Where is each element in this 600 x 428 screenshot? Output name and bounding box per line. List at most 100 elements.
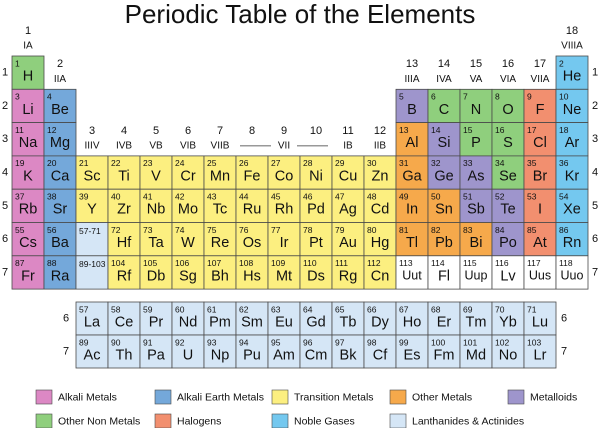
element-symbol: Tm <box>466 314 487 330</box>
element-symbol: Md <box>466 347 486 363</box>
legend-swatch <box>35 413 53 428</box>
element-cell <box>331 334 365 369</box>
element-symbol: H <box>23 68 33 84</box>
element-symbol: Bi <box>470 235 483 251</box>
element-symbol: K <box>23 168 33 184</box>
element-symbol: Dy <box>371 314 389 330</box>
atomic-number: 40 <box>111 191 121 201</box>
atomic-number: 79 <box>335 225 345 235</box>
group-number: 2 <box>57 58 63 70</box>
element-symbol: F <box>536 102 545 118</box>
atomic-number: 42 <box>175 191 185 201</box>
element-cell <box>555 155 589 190</box>
atomic-number: 83 <box>463 225 473 235</box>
element-symbol: Os <box>243 235 262 251</box>
atomic-number: 4 <box>47 92 52 102</box>
element-symbol: Cd <box>371 202 390 218</box>
element-symbol: In <box>406 202 418 218</box>
group-roman: IVA <box>436 74 452 85</box>
group-number: 18 <box>566 25 578 37</box>
atomic-number: 67 <box>399 304 409 314</box>
period-label: 7 <box>561 345 567 357</box>
atomic-number: 49 <box>399 191 409 201</box>
group-roman: IIIA <box>404 74 419 85</box>
atomic-number: 6 <box>431 92 436 102</box>
element-symbol: Rh <box>275 202 294 218</box>
atomic-number: 56 <box>47 225 57 235</box>
atomic-number: 65 <box>335 304 345 314</box>
element-symbol: Zr <box>117 202 131 218</box>
atomic-number: 51 <box>463 191 473 201</box>
atomic-number: 101 <box>463 337 477 347</box>
element-cell <box>555 188 589 223</box>
element-symbol: Po <box>499 235 517 251</box>
element-symbol: O <box>502 102 513 118</box>
atomic-number: 105 <box>143 258 157 268</box>
atomic-number: 60 <box>175 304 185 314</box>
atomic-number: 87 <box>15 258 25 268</box>
atomic-number: 92 <box>175 337 185 347</box>
legend-swatch <box>154 413 172 428</box>
period-label: 2 <box>2 100 8 112</box>
element-symbol: S <box>503 135 513 151</box>
legend-label: Noble Gases <box>294 415 355 427</box>
period-label: 1 <box>592 67 598 79</box>
element-cell <box>555 122 589 157</box>
element-symbol: Li <box>22 102 33 118</box>
atomic-number: 39 <box>79 191 89 201</box>
atomic-number: 107 <box>207 258 221 268</box>
element-symbol: Np <box>211 347 230 363</box>
element-cell <box>523 122 557 157</box>
atomic-number: 109 <box>271 258 285 268</box>
element-cell <box>75 155 109 190</box>
element-symbol: Fe <box>244 168 261 184</box>
atomic-number: 96 <box>303 337 313 347</box>
group-number: 5 <box>153 125 159 137</box>
atomic-number: 7 <box>463 92 468 102</box>
element-symbol: Cr <box>180 168 195 184</box>
title: Periodic Table of the Elements <box>125 0 476 29</box>
legend-swatch <box>35 389 53 405</box>
atomic-number: 20 <box>47 158 57 168</box>
element-cell <box>491 222 525 257</box>
atomic-number: 111 <box>335 258 348 268</box>
legend-swatch <box>507 389 525 405</box>
group-number: 13 <box>406 58 418 70</box>
atomic-number: 115 <box>463 258 477 268</box>
atomic-number: 44 <box>239 191 249 201</box>
element-symbol: B <box>407 102 417 118</box>
element-cell <box>395 222 429 257</box>
legend-label: Other Metals <box>412 391 472 403</box>
element-cell <box>235 301 269 336</box>
element-symbol: Es <box>404 347 421 363</box>
atomic-number: 117 <box>527 258 541 268</box>
atomic-number: 81 <box>399 225 409 235</box>
element-symbol: Al <box>406 135 419 151</box>
atomic-number: 14 <box>431 125 441 135</box>
element-cell <box>363 255 397 290</box>
element-symbol: Uup <box>465 269 488 283</box>
atomic-number: 78 <box>303 225 313 235</box>
element-cell <box>427 88 461 124</box>
element-cell <box>299 255 333 290</box>
element-symbol: N <box>471 102 481 118</box>
element-symbol: Db <box>147 268 166 284</box>
element-symbol: No <box>499 347 518 363</box>
element-cell <box>43 155 77 190</box>
atomic-number: 74 <box>175 225 185 235</box>
element-cell <box>139 155 173 190</box>
element-symbol: Ds <box>307 268 325 284</box>
element-cell <box>43 88 77 124</box>
atomic-number: 27 <box>271 158 281 168</box>
atomic-number: 94 <box>239 337 249 347</box>
atomic-number: 32 <box>431 158 441 168</box>
element-symbol: Nd <box>179 314 198 330</box>
atomic-number: 99 <box>399 337 409 347</box>
atomic-number: 113 <box>399 258 413 268</box>
element-cell <box>395 334 429 369</box>
element-symbol: Rn <box>563 235 582 251</box>
atomic-number: 80 <box>367 225 377 235</box>
element-symbol: Eu <box>275 314 293 330</box>
group-number: 17 <box>534 58 546 70</box>
atomic-number: 82 <box>431 225 441 235</box>
